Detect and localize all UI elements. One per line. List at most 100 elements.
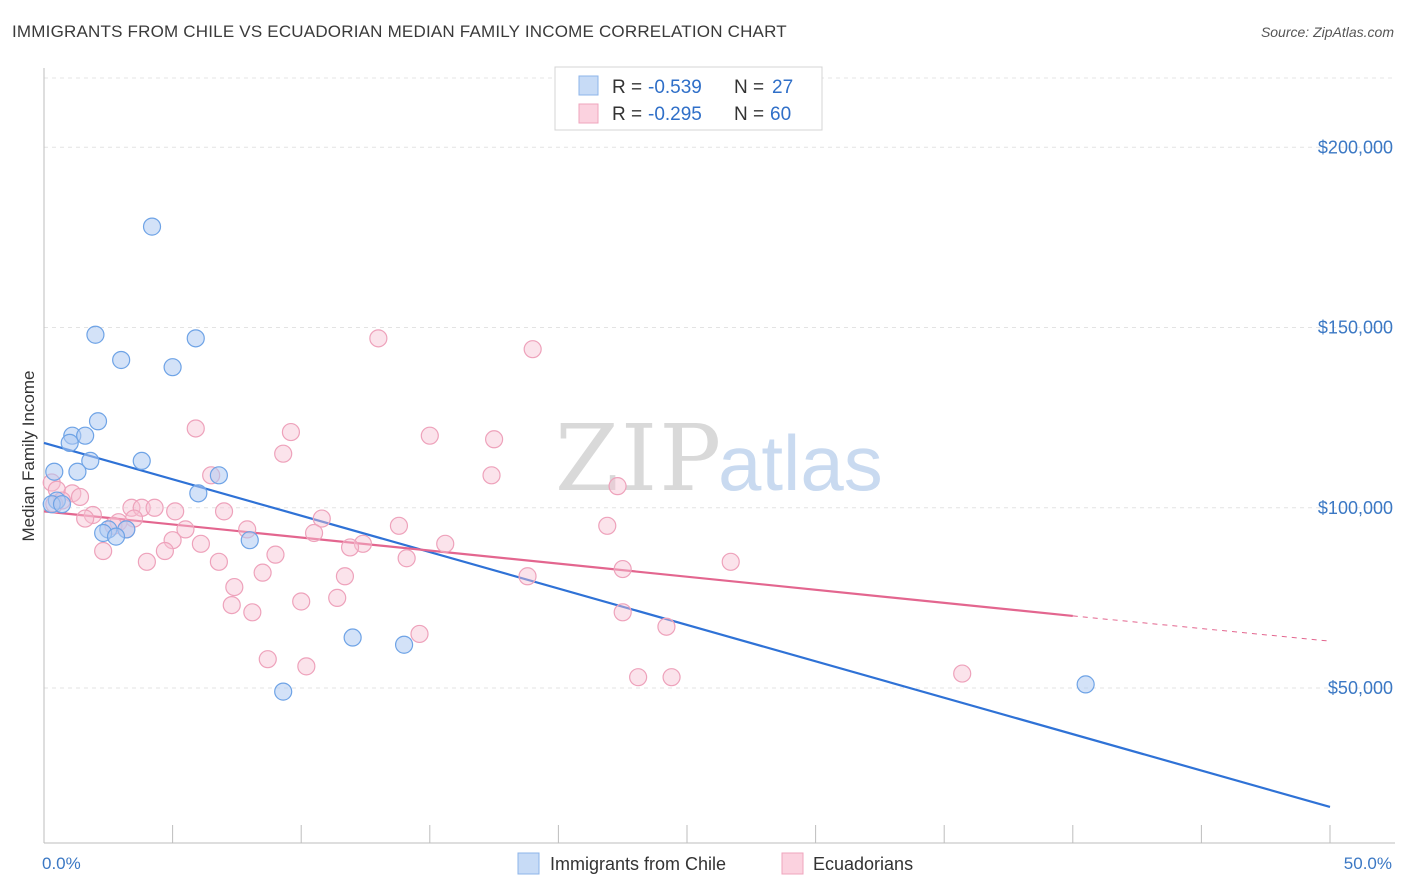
axes xyxy=(43,68,1395,844)
ecuadorian-point-24 xyxy=(312,509,331,528)
y-tick-labels: $50,000 $100,000 $150,000 $200,000 xyxy=(1318,137,1393,698)
legend-r-label-1: R = xyxy=(612,77,642,98)
ecuadorian-point-18 xyxy=(145,498,164,517)
ecuadorian-point-41 xyxy=(397,549,416,568)
ecuadorian-point-59 xyxy=(629,668,648,687)
chile-trend-line xyxy=(43,441,1331,809)
ecuadorian-trend-line xyxy=(43,510,1073,618)
ecuadorian-point-54 xyxy=(613,603,632,622)
svg-text:ZIP: ZIP xyxy=(555,405,723,512)
ecuadorian-point-49 xyxy=(225,577,244,597)
chile-point-26 xyxy=(1076,675,1095,694)
legend-n-label-1: N = xyxy=(734,77,764,98)
legend-swatch-blue xyxy=(578,75,599,96)
ecuadorian-point-52 xyxy=(222,595,241,615)
ecuadorian-point-57 xyxy=(258,650,277,669)
chile-point-14 xyxy=(189,484,208,503)
ecuadorian-point-42 xyxy=(137,552,156,571)
series-swatch-ecuadorians xyxy=(781,852,804,875)
legend-swatch-pink xyxy=(578,103,599,124)
chart-source: Source: ZipAtlas.com xyxy=(1260,24,1394,40)
y-axis-title: Median Family Income xyxy=(19,370,38,541)
chile-point-7 xyxy=(76,426,95,445)
chile-point-12 xyxy=(68,462,87,481)
chile-point-25 xyxy=(274,682,293,701)
ecuadorian-point-6 xyxy=(274,444,293,463)
ecuadorian-point-5 xyxy=(485,430,504,449)
chile-point-4 xyxy=(163,358,182,377)
chile-point-17 xyxy=(52,495,72,514)
chile-point-1 xyxy=(86,325,105,344)
trend-lines xyxy=(43,441,1331,809)
ecuadorian-point-1 xyxy=(523,340,542,359)
ecuadorian-point-55 xyxy=(657,617,676,636)
chile-point-11 xyxy=(45,462,64,481)
chart-title: IMMIGRANTS FROM CHILE VS ECUADORIAN MEDI… xyxy=(12,22,787,41)
y-tick-label-3: $200,000 xyxy=(1318,137,1393,157)
chile-point-8 xyxy=(60,433,79,452)
ecuadorian-point-16 xyxy=(122,498,141,517)
ecuadorian-point-0 xyxy=(369,329,388,348)
chile-point-22 xyxy=(240,531,259,550)
ecuadorian-trend-extension xyxy=(1072,615,1331,642)
x-tick-min: 0.0% xyxy=(42,854,81,873)
ecuadorian-point-2 xyxy=(186,419,205,438)
ecuadorian-point-20 xyxy=(214,502,234,521)
series-swatch-chile xyxy=(517,852,540,875)
ecuadorian-point-44 xyxy=(721,552,740,571)
ecuadorian-point-58 xyxy=(297,657,316,676)
grid-lines xyxy=(44,77,1395,689)
ecuadorian-point-61 xyxy=(953,664,972,683)
ecuadorian-point-28 xyxy=(598,516,617,535)
ecuadorian-point-27 xyxy=(389,516,409,535)
ecuadorian-point-48 xyxy=(518,567,537,586)
correlation-legend: R = -0.539 N = 27 R = -0.295 N = 60 xyxy=(554,66,823,131)
ecuadorian-point-38 xyxy=(94,541,113,561)
ecuadorian-point-37 xyxy=(340,538,360,557)
chile-point-2 xyxy=(186,329,205,348)
series-legend: Immigrants from Chile Ecuadorians xyxy=(517,852,913,875)
ecuadorian-point-45 xyxy=(613,559,632,579)
chile-point-13 xyxy=(209,466,228,485)
ecuadorian-point-53 xyxy=(243,603,262,622)
ecuadorian-point-60 xyxy=(662,668,681,687)
svg-text:atlas: atlas xyxy=(718,419,883,507)
data-points xyxy=(42,217,1095,701)
chile-point-0 xyxy=(142,217,162,236)
chile-point-9 xyxy=(81,451,100,471)
ecuadorian-point-39 xyxy=(155,541,174,561)
chile-point-5 xyxy=(88,412,108,431)
ecuadorian-point-19 xyxy=(166,502,185,521)
ecuadorian-point-56 xyxy=(410,624,429,644)
legend-r-value-1: -0.539 xyxy=(648,77,702,98)
legend-n-label-2: N = xyxy=(734,104,764,125)
chile-point-24 xyxy=(394,635,414,654)
series-label-chile: Immigrants from Chile xyxy=(550,854,726,874)
ecuadorian-point-3 xyxy=(281,422,301,442)
ecuadorian-point-22 xyxy=(76,509,95,528)
ecuadorian-point-50 xyxy=(328,588,347,607)
ecuadorian-point-46 xyxy=(253,563,272,582)
ecuadorian-point-43 xyxy=(209,552,228,571)
chile-point-10 xyxy=(132,451,151,471)
ecuadorian-point-51 xyxy=(292,592,311,611)
y-tick-label-2: $150,000 xyxy=(1318,318,1393,338)
y-tick-label-0: $50,000 xyxy=(1328,678,1393,698)
ecuadorian-point-36 xyxy=(436,534,455,553)
zipatlas-watermark: ZIP atlas xyxy=(555,405,883,512)
ecuadorian-point-29 xyxy=(176,520,195,539)
y-tick-label-1: $100,000 xyxy=(1318,498,1393,518)
legend-r-value-2: -0.295 xyxy=(648,104,702,125)
x-tick-max: 50.0% xyxy=(1344,854,1392,873)
ecuadorian-point-34 xyxy=(191,534,210,553)
legend-r-label-2: R = xyxy=(612,104,642,125)
ecuadorian-point-4 xyxy=(420,426,439,445)
legend-n-value-2: 60 xyxy=(770,104,791,125)
chile-point-21 xyxy=(106,527,126,546)
ecuadorian-point-13 xyxy=(70,487,90,507)
series-label-ecuadorians: Ecuadorians xyxy=(813,854,913,874)
legend-n-value-1: 27 xyxy=(772,77,793,98)
chile-point-3 xyxy=(112,350,131,370)
ecuadorian-point-10 xyxy=(608,477,627,496)
